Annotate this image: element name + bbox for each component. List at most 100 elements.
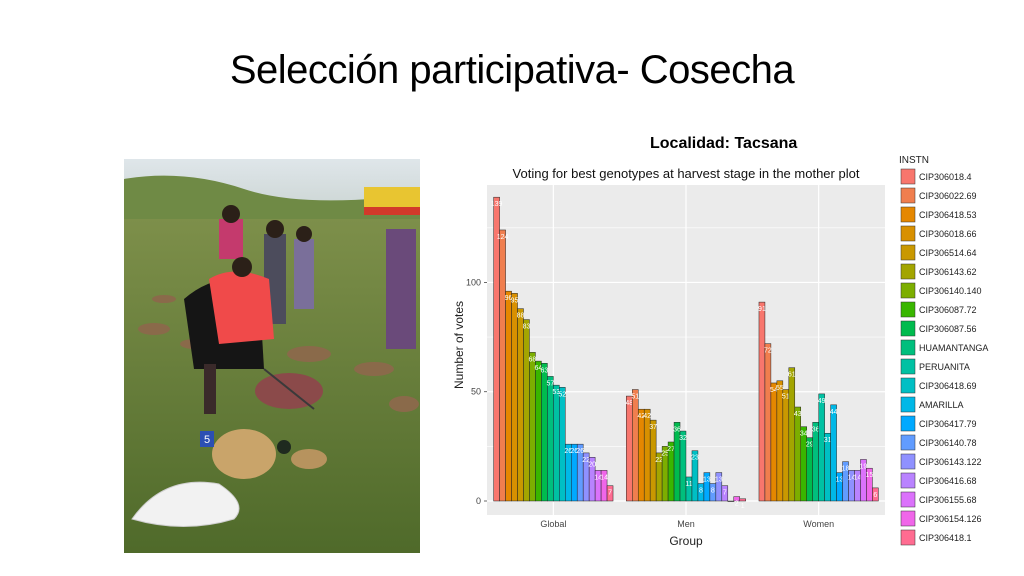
bar-value-label: 31 — [824, 437, 832, 444]
bar-value-label: 51 — [782, 394, 790, 401]
bar — [812, 422, 819, 502]
legend-swatch — [900, 453, 916, 470]
legend-swatch — [900, 377, 916, 394]
bar — [739, 498, 746, 502]
legend-swatch — [900, 320, 916, 337]
legend-swatch — [900, 244, 916, 261]
bar-value-label: 36 — [673, 426, 681, 433]
bar — [499, 229, 506, 502]
bar-value-label: 42 — [643, 413, 651, 420]
bar-value-label: 7 — [723, 490, 727, 497]
bar-value-label: 44 — [830, 409, 838, 416]
bar-value-label: 22 — [582, 457, 590, 464]
legend-swatch — [900, 529, 916, 546]
bar-value-label: 8 — [699, 488, 703, 495]
bar — [758, 301, 766, 502]
x-axis-label: Group — [669, 534, 703, 548]
bar — [872, 487, 879, 502]
bar-value-label: 34 — [800, 431, 808, 438]
bar-value-label: 61 — [788, 372, 796, 379]
bar — [800, 426, 807, 502]
legend-label: CIP306087.56 — [919, 324, 977, 334]
bar-value-label: 25 — [661, 450, 669, 457]
bar-value-label: 26 — [576, 448, 584, 455]
bar — [523, 319, 530, 502]
votes-bar-chart: 1391249695888368646357535226262622201414… — [452, 155, 988, 548]
bar-value-label: 1 — [741, 503, 745, 510]
bar-value-label: 18 — [842, 466, 850, 473]
legend-label: HUAMANTANGA — [919, 343, 988, 353]
bar-value-label: 37 — [649, 424, 657, 431]
bar-value-label: 15 — [866, 472, 874, 479]
bar-value-label: 64 — [535, 365, 543, 372]
bar — [511, 293, 518, 502]
bar — [559, 387, 566, 502]
legend-swatch — [900, 168, 916, 185]
bar-value-label: 124 — [497, 234, 509, 241]
bar-value-label: 14 — [594, 474, 602, 481]
y-tick-label: 50 — [471, 387, 481, 397]
bar — [679, 430, 687, 502]
legend-label: CIP306154.126 — [919, 514, 982, 524]
x-tick-label: Women — [803, 519, 834, 529]
bar-value-label: 139 — [491, 201, 503, 208]
bar-value-label: 6 — [873, 492, 877, 499]
bar — [529, 352, 536, 502]
bar — [770, 382, 778, 502]
bar — [493, 196, 500, 502]
legend-label: CIP306514.64 — [919, 248, 977, 258]
legend-label: CIP306143.122 — [919, 457, 982, 467]
legend-title: INSTN — [899, 155, 929, 166]
bar-value-label: 26 — [570, 448, 578, 455]
bar — [866, 467, 873, 502]
bar — [553, 384, 560, 502]
bar-value-label: 2 — [735, 501, 739, 508]
bar — [830, 404, 837, 502]
bar — [721, 485, 729, 502]
bar-value-label: 32 — [679, 435, 687, 442]
row-marker-label: 5 — [204, 434, 210, 446]
bar-value-label: 48 — [625, 400, 633, 407]
bar — [626, 395, 633, 502]
bar — [535, 360, 542, 502]
bar-value-label: 91 — [758, 306, 766, 313]
legend-swatch — [900, 206, 916, 223]
legend-swatch — [900, 434, 916, 451]
legend-swatch — [900, 225, 916, 242]
bar-value-label: 83 — [523, 324, 531, 331]
bar-value-label: 55 — [776, 385, 784, 392]
bar-value-label: 52 — [558, 391, 566, 398]
legend-swatch — [900, 187, 916, 204]
bar — [505, 290, 512, 502]
bar-value-label: 7 — [608, 490, 612, 497]
bar — [818, 393, 825, 502]
bar — [788, 367, 796, 502]
bar — [794, 406, 802, 502]
bar-value-label: 13 — [715, 477, 723, 484]
legend-label: CIP306087.72 — [919, 305, 977, 315]
legend-swatch — [900, 510, 916, 527]
x-tick-label: Men — [677, 519, 695, 529]
legend-label: CIP306418.69 — [919, 381, 977, 391]
y-tick-label: 0 — [476, 496, 481, 506]
legend-label: CIP306155.68 — [919, 495, 977, 505]
legend-swatch — [900, 472, 916, 489]
bar-value-label: 11 — [685, 481, 692, 488]
bar-value-label: 43 — [794, 411, 802, 418]
bar-value-label: 19 — [860, 463, 868, 470]
legend-label: CIP306022.69 — [919, 191, 977, 201]
bar-value-label: 8 — [711, 488, 715, 495]
slide-subtitle: Localidad: Tacsana — [650, 135, 798, 152]
legend-label: AMARILLA — [919, 400, 964, 410]
bar-value-label: 51 — [631, 394, 639, 401]
bar-value-label: 23 — [691, 455, 699, 462]
field-photo: 5 — [124, 159, 420, 553]
bar — [764, 343, 772, 502]
legend-swatch — [900, 339, 916, 356]
bar-value-label: 72 — [764, 348, 772, 355]
bar-value-label: 14 — [854, 474, 862, 481]
legend-swatch — [900, 491, 916, 508]
bar-value-label: 22 — [655, 457, 663, 464]
chart-title: Voting for best genotypes at harvest sta… — [513, 166, 860, 181]
legend-swatch — [900, 301, 916, 318]
